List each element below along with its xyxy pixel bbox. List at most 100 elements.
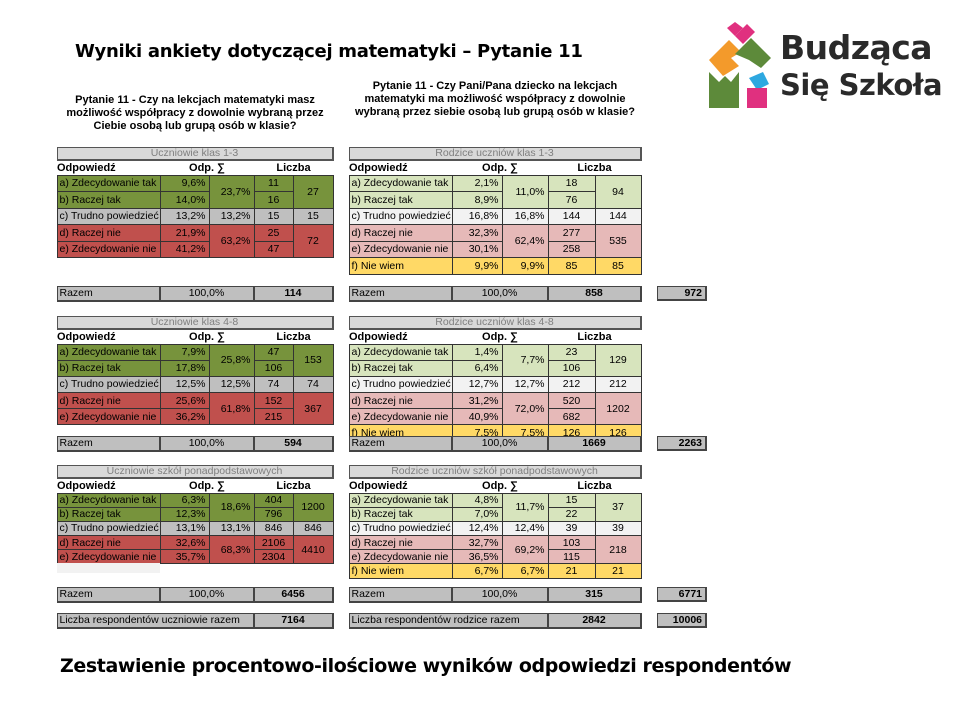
- header-answer: Odpowiedź: [57, 479, 116, 492]
- razem-label: Razem: [348, 586, 453, 603]
- row-label: c) Trudno powiedzieć: [348, 375, 453, 394]
- row-label: b) Raczej tak: [348, 506, 453, 522]
- group-percent: 68,3%: [208, 535, 255, 565]
- group-total: 218: [594, 535, 642, 565]
- respondents-row-parents: Liczba respondentów rodzice razem 2842: [348, 612, 642, 629]
- group-total: 39: [594, 520, 642, 537]
- question-students: Pytanie 11 - Czy na lekcjach matematyki …: [66, 94, 324, 132]
- row-label: d) Raczej nie: [56, 392, 161, 410]
- group-percent: 23,7%: [208, 174, 255, 209]
- group-percent: 9,9%: [501, 257, 549, 275]
- grand-total: 972: [657, 286, 707, 301]
- header-count: Liczba: [577, 330, 612, 343]
- razem-count: 114: [253, 285, 334, 302]
- razem-row-parents-2: Razem 100,0% 315: [348, 586, 642, 603]
- row-count: 106: [547, 359, 596, 377]
- row-count: 47: [253, 240, 294, 258]
- group-percent: 13,1%: [208, 520, 255, 537]
- row-count: 16: [253, 191, 294, 209]
- row-percent: 12,5%: [159, 375, 210, 394]
- group-total: 144: [594, 207, 642, 225]
- row-label: f) Nie wiem: [348, 563, 453, 579]
- row-percent: 32,3%: [451, 224, 503, 242]
- group-total: 846: [292, 520, 334, 537]
- group-total: 1202: [594, 392, 642, 426]
- group-percent: 12,7%: [501, 375, 549, 394]
- table-title: Rodzice uczniów szkół ponadpodstawowych: [348, 464, 642, 479]
- row-count: 15: [253, 207, 294, 225]
- logo: Budząca Się Szkoła: [705, 20, 945, 110]
- razem-row-students-0: Razem 100,0% 114: [56, 285, 334, 302]
- table-students-1: Uczniowie klas 4-8 Odpowiedź Odp. ∑ Liczba a…: [56, 315, 334, 426]
- row-label: e) Zdecydowanie nie: [56, 408, 161, 426]
- header-answer: Odpowiedź: [57, 161, 116, 174]
- row-count: 18: [547, 174, 596, 192]
- row-label: c) Trudno powiedzieć: [56, 375, 161, 394]
- row-label: c) Trudno powiedzieć: [348, 207, 453, 225]
- row-percent: 7,9%: [159, 343, 210, 361]
- group-percent: 62,4%: [501, 224, 549, 258]
- row-percent: 6,4%: [451, 359, 503, 377]
- row-count: 404: [253, 492, 294, 508]
- row-label: d) Raczej nie: [56, 535, 161, 551]
- respondents-row-students: Liczba respondentów uczniowie razem 7164: [56, 612, 334, 629]
- razem-count: 858: [547, 285, 642, 302]
- header-count: Liczba: [276, 161, 311, 174]
- row-percent: 35,7%: [159, 549, 210, 565]
- razem-label: Razem: [56, 285, 161, 302]
- row-label: e) Zdecydowanie nie: [348, 408, 453, 426]
- row-percent: 36,2%: [159, 408, 210, 426]
- question-parents: Pytanie 11 - Czy Pani/Pana dziecko na le…: [355, 80, 635, 118]
- row-percent: 14,0%: [159, 191, 210, 209]
- row-label: f) Nie wiem: [348, 257, 453, 275]
- respondents-label: Liczba respondentów rodzice razem: [348, 612, 549, 629]
- group-percent: 25,8%: [208, 343, 255, 377]
- row-count: 2304: [253, 549, 294, 565]
- row-label: d) Raczej nie: [348, 224, 453, 242]
- row-count: 846: [253, 520, 294, 537]
- footer-caption: Zestawienie procentowo-ilościowe wyników…: [60, 655, 792, 677]
- group-total: 153: [292, 343, 334, 377]
- table-title: Uczniowie klas 4-8: [56, 315, 334, 330]
- row-percent: 6,3%: [159, 492, 210, 508]
- row-label: e) Zdecydowanie nie: [56, 240, 161, 258]
- razem-percent: 100,0%: [159, 285, 255, 302]
- table-title: Rodzice uczniów klas 1-3: [348, 146, 642, 161]
- row-label: d) Raczej nie: [348, 535, 453, 551]
- row-label: b) Raczej tak: [348, 359, 453, 377]
- group-percent: 72,0%: [501, 392, 549, 426]
- row-count: 115: [547, 549, 596, 565]
- group-total: 15: [292, 207, 334, 225]
- header-answer: Odpowiedź: [349, 479, 408, 492]
- razem-label: Razem: [56, 586, 161, 603]
- row-percent: 12,4%: [451, 520, 503, 537]
- group-percent: 61,8%: [208, 392, 255, 426]
- table-parents-1: Rodzice uczniów klas 4-8 Odpowiedź Odp. ∑ L…: [348, 315, 642, 442]
- logo-mark-icon: [709, 22, 771, 108]
- row-count: 22: [547, 506, 596, 522]
- grand-total: 6771: [657, 587, 707, 602]
- row-percent: 21,9%: [159, 224, 210, 242]
- header-pct: Odp. ∑: [189, 479, 225, 492]
- razem-row-parents-1: Razem 100,0% 1669: [348, 435, 642, 452]
- table-title: Rodzice uczniów klas 4-8: [348, 315, 642, 330]
- group-percent: 12,5%: [208, 375, 255, 394]
- row-count: 212: [547, 375, 596, 394]
- row-percent: 31,2%: [451, 392, 503, 410]
- row-label: c) Trudno powiedzieć: [56, 207, 161, 225]
- header-count: Liczba: [276, 330, 311, 343]
- row-count: 85: [547, 257, 596, 275]
- group-total: 94: [594, 174, 642, 209]
- row-count: 215: [253, 408, 294, 426]
- group-total: 212: [594, 375, 642, 394]
- row-count: 76: [547, 191, 596, 209]
- group-percent: 69,2%: [501, 535, 549, 565]
- row-count: 15: [547, 492, 596, 508]
- row-count: 11: [253, 174, 294, 192]
- row-percent: 8,9%: [451, 191, 503, 209]
- row-count: 277: [547, 224, 596, 242]
- row-count: 103: [547, 535, 596, 551]
- group-percent: 13,2%: [208, 207, 255, 225]
- logo-text-line2: Się Szkoła: [780, 68, 943, 102]
- group-total: 535: [594, 224, 642, 258]
